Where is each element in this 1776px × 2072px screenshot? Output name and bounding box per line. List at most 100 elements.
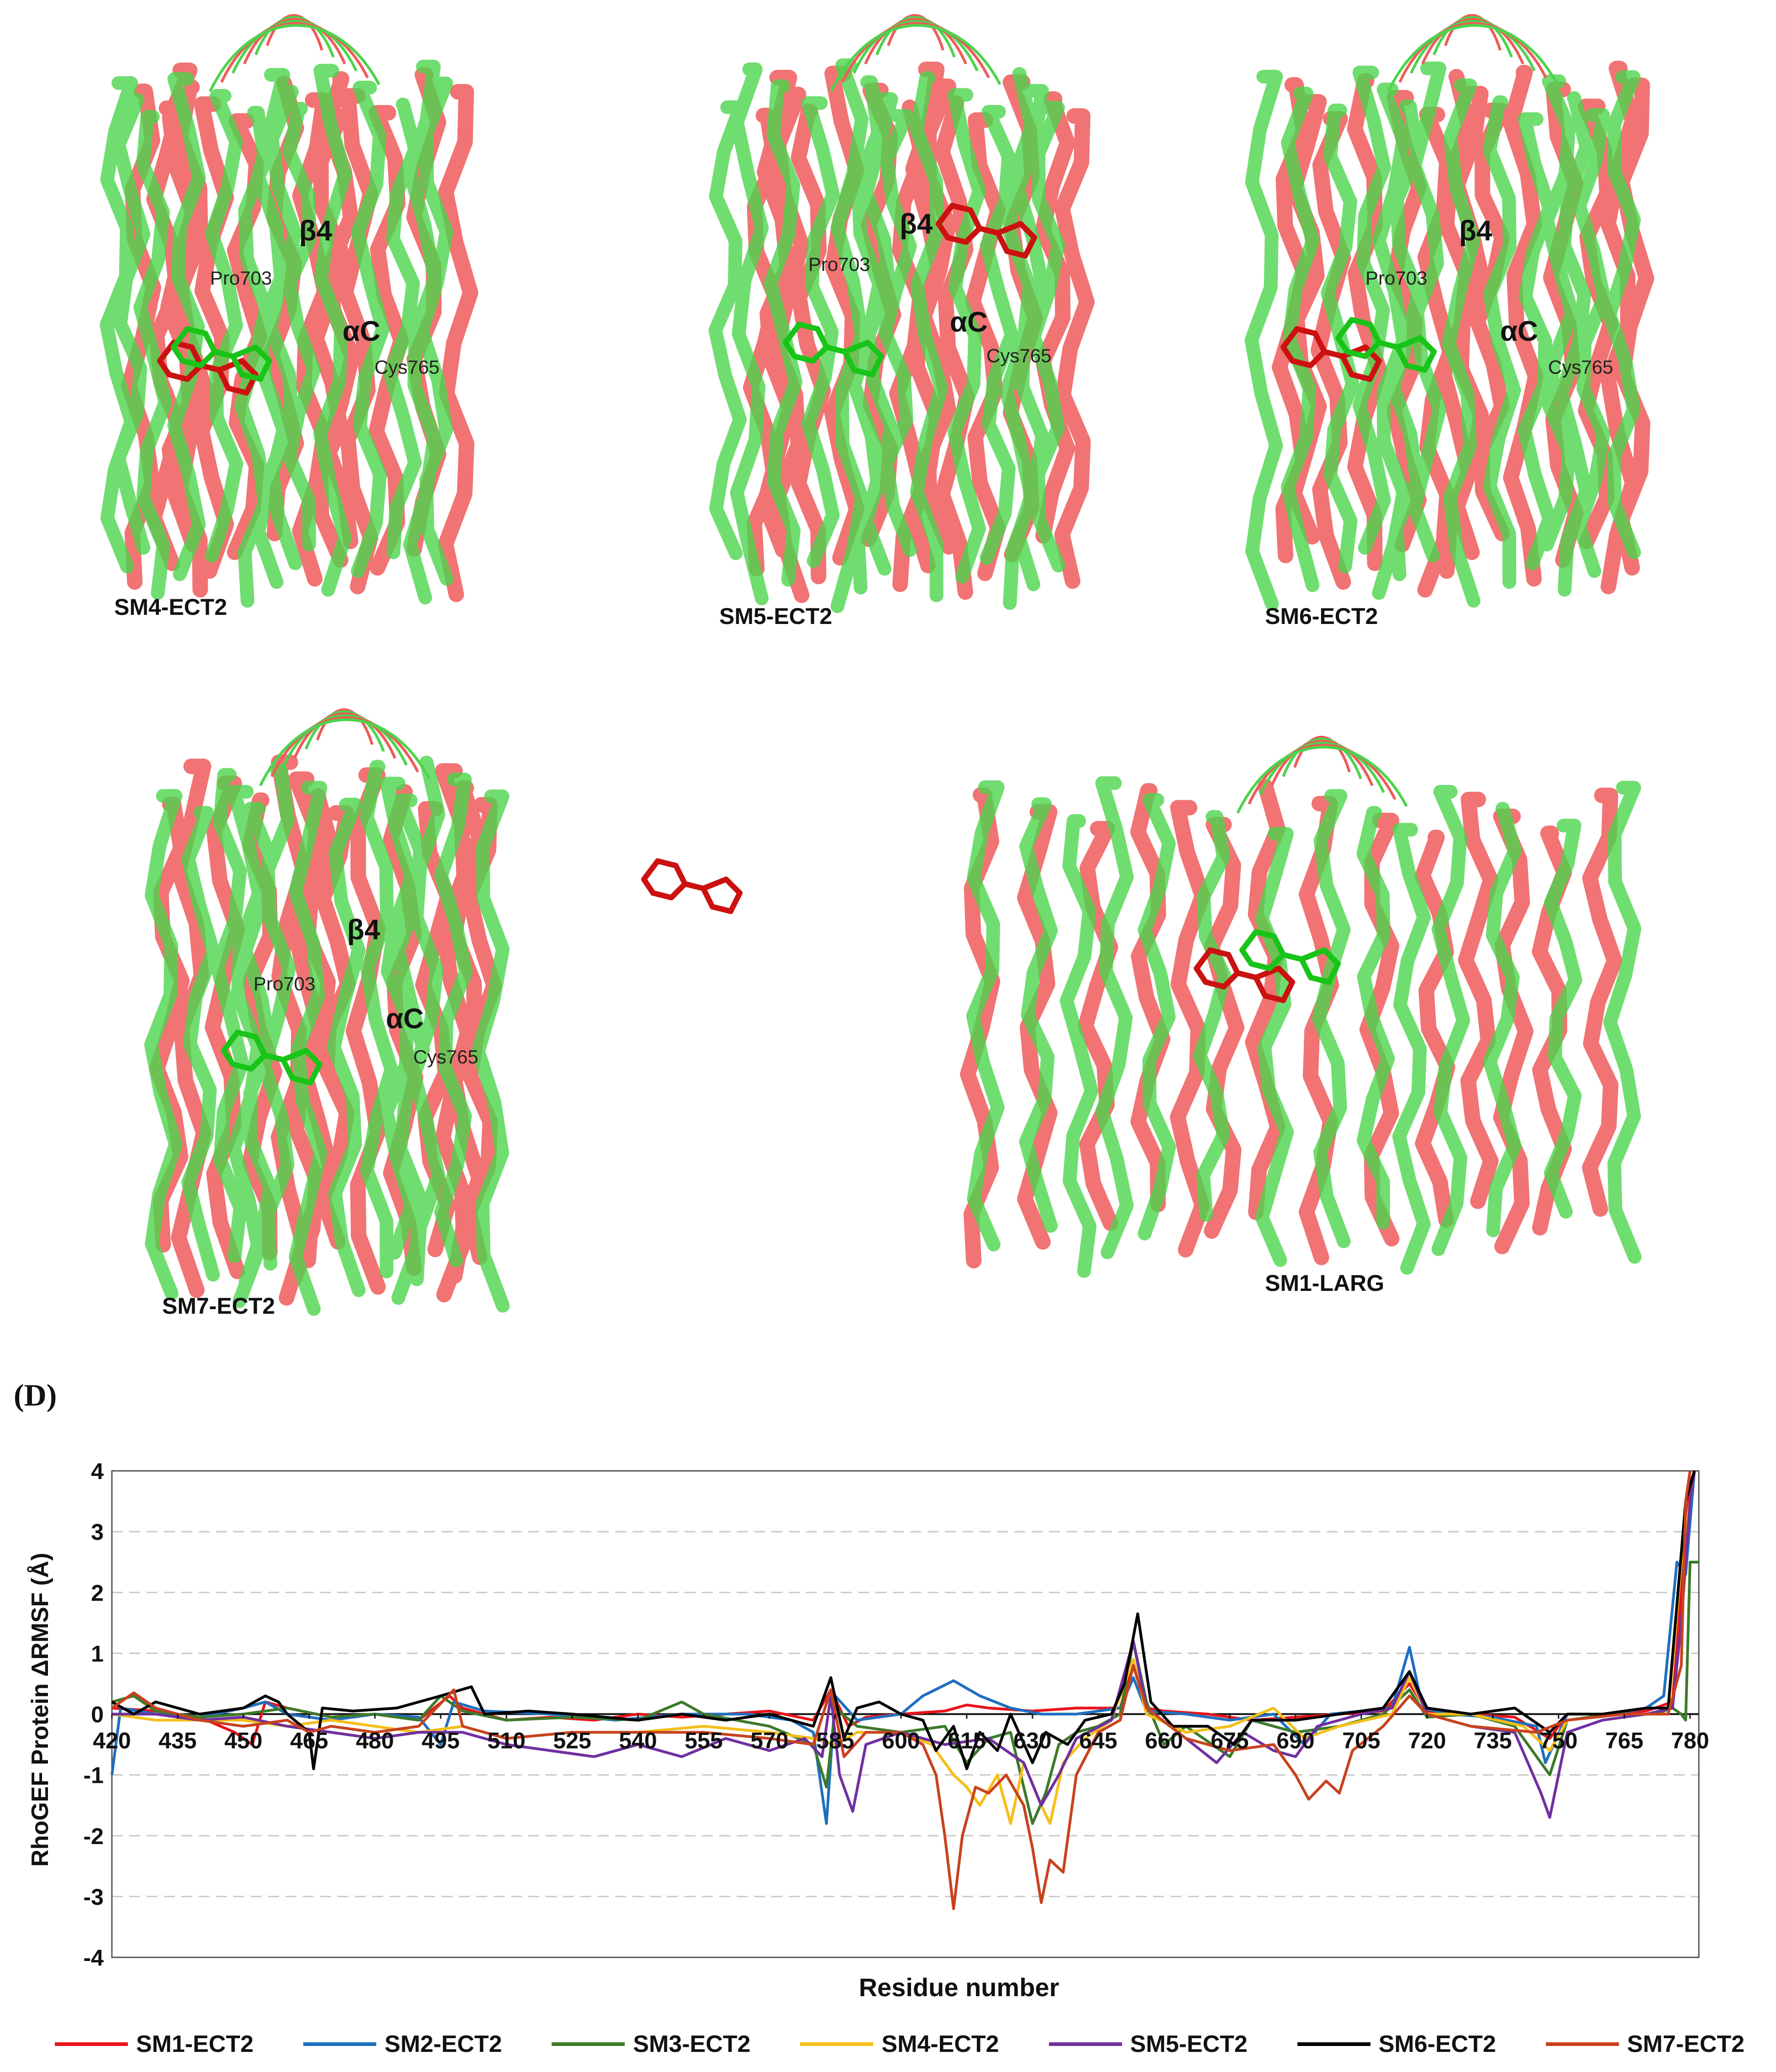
beta4-label: β4 [299,215,332,247]
legend-label: SM5-ECT2 [1130,2031,1248,2057]
rmsf-chart-svg: -4 -3 -2 -1 0 1 2 3 4 420 435 450 465 480 495 510 525 540… [27,1459,1709,2002]
ribbon-render-sm1 [960,735,1642,1278]
chart-ticks: -4 -3 -2 -1 0 1 2 3 4 420 435 450 465 480 495 510 525 540… [84,1459,1709,1971]
x-tick-label: 585 [816,1728,854,1754]
alphaC-label: αC [386,1003,424,1035]
loop [853,20,979,74]
loop [1270,740,1374,787]
ligand-green [1335,317,1437,373]
loop [841,22,990,83]
legend-swatch [55,2042,128,2046]
x-tick-label: 705 [1342,1728,1380,1754]
legend-label: SM4-ECT2 [881,2031,999,2057]
residue-label-pro703: Pro703 [253,973,316,994]
alphaC-label: αC [950,307,988,338]
series-line-SM6-ECT2 [111,1470,1696,1771]
legend-swatch [800,2042,874,2046]
chart-x-label: Residue number [859,1973,1059,2002]
legend-label: SM2-ECT2 [385,2031,502,2057]
series-line-SM1-ECT2 [111,1470,1696,1746]
x-tick-label: 480 [356,1728,394,1754]
loop [270,716,419,777]
legend-label: SM7-ECT2 [1627,2031,1744,2057]
structure-panel-sm6 [1233,9,1713,653]
x-tick-label: 750 [1539,1728,1577,1754]
ribbon-green [100,59,453,608]
residue-label-cys765: Cys765 [374,356,440,378]
x-tick-label: 435 [158,1728,196,1754]
ligand-green [221,1030,322,1085]
y-tick-label: 0 [91,1702,104,1728]
x-tick-label: 495 [422,1728,459,1754]
y-tick-label: -1 [84,1763,104,1788]
ribbon-green [1244,61,1641,611]
x-tick-label: 630 [1013,1728,1051,1754]
ribbon-green [144,756,510,1316]
loop [1248,744,1397,805]
x-tick-label: 525 [553,1728,591,1754]
y-tick-label: -3 [84,1884,104,1910]
series-line-SM4-ECT2 [111,1470,1696,1825]
x-tick-label: 690 [1276,1728,1314,1754]
ligand-green [171,326,272,382]
loop [316,708,374,745]
loop [266,14,323,51]
alphaC-label: αC [1500,316,1538,347]
x-tick-label: 675 [1211,1728,1249,1754]
y-tick-label: 3 [91,1519,104,1545]
y-tick-label: -4 [84,1945,104,1971]
beta4-label: β4 [900,208,933,240]
loop [864,18,967,65]
legend-item: SM3-ECT2 [552,2030,750,2058]
chart-series [111,1470,1699,1910]
x-tick-label: 660 [1145,1728,1183,1754]
x-tick-label: 780 [1671,1728,1709,1754]
ribbon-green [708,58,1065,613]
loop [1387,24,1559,92]
alphaC-label: αC [343,316,380,347]
x-tick-label: 420 [93,1728,131,1754]
chart-grid [112,1531,1699,1898]
ligand-red [157,340,258,396]
x-tick-label: 465 [290,1728,328,1754]
legend-label: SM6-ECT2 [1378,2031,1496,2057]
y-tick-label: 1 [91,1641,104,1666]
legend-swatch [1297,2042,1370,2046]
loop [293,712,396,759]
loop [887,14,944,51]
structure-panel-sm4 [78,9,511,653]
ribbon-render-sm4 [100,14,479,608]
loop [875,16,956,58]
legend-item: SM1-ECT2 [55,2030,253,2058]
loop [1236,745,1408,814]
structure-panel-sm7 [128,703,562,1357]
residue-label-pro703: Pro703 [808,254,870,275]
loop [305,710,385,752]
loop [1282,738,1362,780]
series-line-SM5-ECT2 [112,1470,1696,1819]
chart-y-label: RhoGEF Protein ΔRMSF (Å) [27,1553,53,1866]
ligand-green [1239,929,1341,985]
ligand-red [1281,326,1382,382]
panel-letter: (D) [14,1378,57,1412]
structure-panel-sm5 [699,9,1133,653]
loop [243,18,346,65]
structure-panel-sm1 [895,731,1749,1316]
series-line-SM3-ECT2 [111,1560,1699,1825]
legend-item: SM7-ECT2 [1545,2030,1744,2058]
ribbon-render-sm6 [1244,14,1655,611]
y-tick-label: -2 [84,1824,104,1849]
ligand-overlay [157,203,1437,1085]
x-tick-label: 450 [224,1728,262,1754]
loop [259,718,431,787]
series-line-SM2-ECT2 [111,1470,1696,1825]
legend-item: SM6-ECT2 [1297,2030,1496,2058]
ligand-red [1194,947,1295,1003]
loop [209,24,380,92]
legend-item: SM5-ECT2 [1049,2030,1248,2058]
ligand-red [936,203,1037,259]
y-tick-label: 4 [91,1459,104,1484]
x-tick-label: 600 [882,1728,920,1754]
beta4-label: β4 [347,914,380,946]
ribbon-render-sm5 [708,14,1095,613]
